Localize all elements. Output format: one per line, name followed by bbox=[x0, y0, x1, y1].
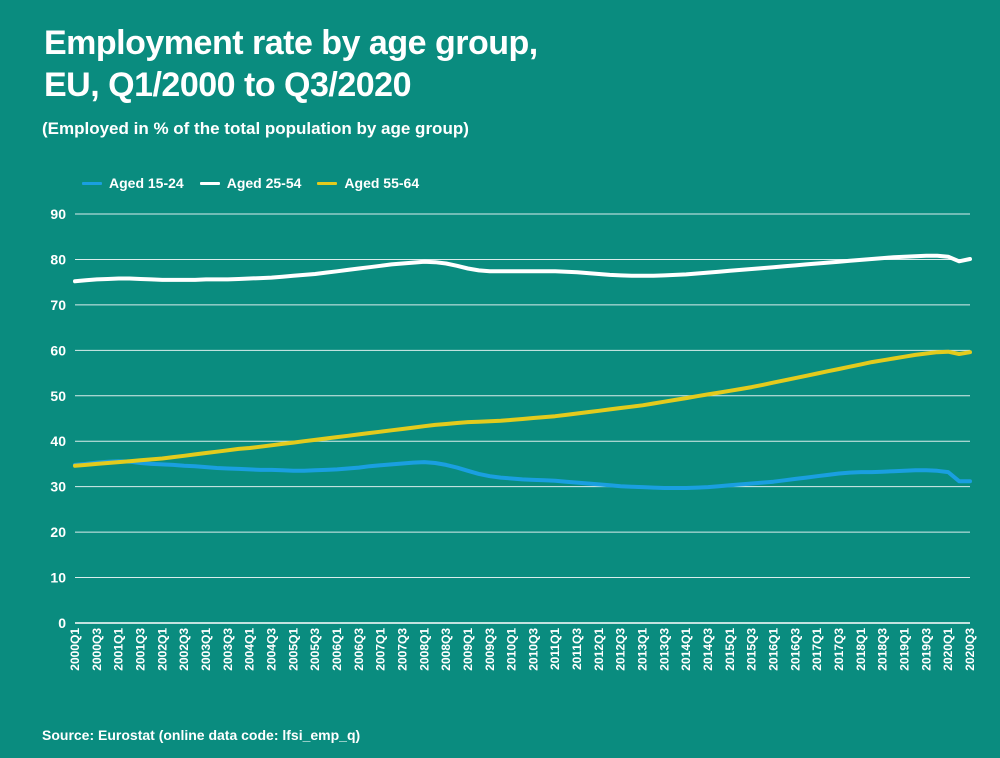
x-tick-label: 2006Q3 bbox=[352, 628, 366, 671]
y-axis-ticks: 0 10 20 30 40 50 60 70 80 90 bbox=[50, 206, 66, 631]
series-line-aged-55-64 bbox=[73, 349, 972, 468]
legend-swatch-aged-55-64 bbox=[317, 181, 338, 185]
x-tick-label: 2010Q1 bbox=[505, 628, 519, 671]
chart-title-line-1: Employment rate by age group, bbox=[44, 24, 538, 62]
x-tick-label: 2007Q1 bbox=[374, 628, 388, 671]
x-tick-label: 2011Q3 bbox=[570, 628, 584, 670]
x-tick-label: 2014Q3 bbox=[701, 628, 715, 671]
x-tick-label: 2012Q3 bbox=[614, 628, 628, 671]
x-tick-label: 2002Q3 bbox=[177, 628, 191, 671]
legend-label-aged-55-64: Aged 55-64 bbox=[344, 175, 420, 191]
series-lines bbox=[73, 253, 972, 490]
x-tick-label: 2016Q3 bbox=[788, 628, 802, 671]
legend-swatch-aged-25-54 bbox=[199, 181, 220, 185]
legend-item-aged-55-64: Aged 55-64 bbox=[317, 175, 419, 191]
x-tick-label: 2018Q3 bbox=[876, 628, 890, 671]
x-tick-label: 2006Q1 bbox=[330, 628, 344, 671]
y-tick-label: 30 bbox=[50, 479, 66, 495]
legend-label-aged-25-54: Aged 25-54 bbox=[226, 175, 302, 191]
x-tick-label: 2001Q3 bbox=[133, 628, 147, 671]
x-tick-label: 2019Q1 bbox=[898, 628, 912, 671]
legend-item-aged-15-24: Aged 15-24 bbox=[82, 175, 184, 191]
x-tick-label: 2012Q1 bbox=[592, 628, 606, 671]
x-tick-label: 2013Q1 bbox=[636, 628, 650, 671]
x-tick-label: 2008Q1 bbox=[417, 628, 431, 671]
x-tick-label: 2007Q3 bbox=[395, 628, 409, 671]
x-axis-ticks: 2000Q1 2000Q3 2001Q1 2001Q3 2002Q1 2002Q3 2003… bbox=[68, 628, 977, 671]
x-tick-label: 2014Q1 bbox=[679, 628, 693, 671]
x-tick-label: 2004Q3 bbox=[264, 628, 278, 671]
x-tick-label: 2020Q3 bbox=[963, 628, 977, 671]
x-tick-label: 2010Q3 bbox=[526, 628, 540, 671]
y-tick-label: 0 bbox=[58, 615, 66, 631]
y-tick-label: 60 bbox=[50, 342, 66, 358]
x-tick-label: 2020Q1 bbox=[941, 628, 955, 671]
legend-label-aged-15-24: Aged 15-24 bbox=[109, 175, 184, 191]
x-tick-label: 2000Q3 bbox=[90, 628, 104, 671]
legend-swatch-aged-15-24 bbox=[82, 181, 102, 185]
y-tick-label: 40 bbox=[50, 433, 66, 449]
gridlines bbox=[75, 213, 970, 624]
x-tick-label: 2004Q1 bbox=[243, 628, 257, 671]
x-tick-label: 2000Q1 bbox=[68, 628, 82, 671]
y-tick-label: 90 bbox=[50, 206, 66, 222]
x-tick-label: 2008Q3 bbox=[439, 628, 453, 671]
y-tick-label: 70 bbox=[50, 297, 66, 313]
x-tick-label: 2002Q1 bbox=[155, 628, 169, 671]
chart-title-line-2: EU, Q1/2000 to Q3/2020 bbox=[44, 66, 411, 104]
x-tick-label: 2018Q1 bbox=[854, 628, 868, 671]
y-tick-label: 10 bbox=[50, 570, 66, 586]
x-tick-label: 2009Q1 bbox=[461, 628, 475, 671]
x-tick-label: 2001Q1 bbox=[112, 628, 126, 671]
x-tick-label: 2016Q1 bbox=[767, 628, 781, 671]
x-tick-label: 2003Q1 bbox=[199, 628, 213, 671]
x-tick-label: 2013Q3 bbox=[657, 628, 671, 671]
x-tick-label: 2017Q3 bbox=[832, 628, 846, 671]
y-tick-label: 80 bbox=[50, 251, 66, 267]
y-tick-label: 20 bbox=[50, 524, 66, 540]
x-tick-label: 2005Q3 bbox=[308, 628, 322, 671]
y-tick-label: 50 bbox=[50, 388, 66, 404]
x-tick-label: 2003Q3 bbox=[221, 628, 235, 671]
x-tick-label: 2005Q1 bbox=[286, 628, 300, 671]
series-line-aged-15-24 bbox=[73, 459, 972, 490]
chart-legend: Aged 15-24 Aged 25-54 Aged 55-64 bbox=[82, 175, 419, 191]
x-tick-label: 2011Q1 bbox=[548, 628, 562, 670]
x-tick-label: 2015Q3 bbox=[745, 628, 759, 671]
series-line-aged-25-54 bbox=[73, 253, 972, 284]
source-note: Source: Eurostat (online data code: lfsi… bbox=[42, 727, 361, 743]
legend-item-aged-25-54: Aged 25-54 bbox=[199, 175, 302, 191]
chart-title: Employment rate by age group, EU, Q1/200… bbox=[44, 22, 604, 106]
x-tick-label: 2019Q3 bbox=[919, 628, 933, 671]
x-tick-label: 2015Q1 bbox=[723, 628, 737, 671]
chart-subtitle: (Employed in % of the total population b… bbox=[42, 119, 469, 138]
x-tick-label: 2009Q3 bbox=[483, 628, 497, 671]
x-tick-label: 2017Q1 bbox=[810, 628, 824, 671]
